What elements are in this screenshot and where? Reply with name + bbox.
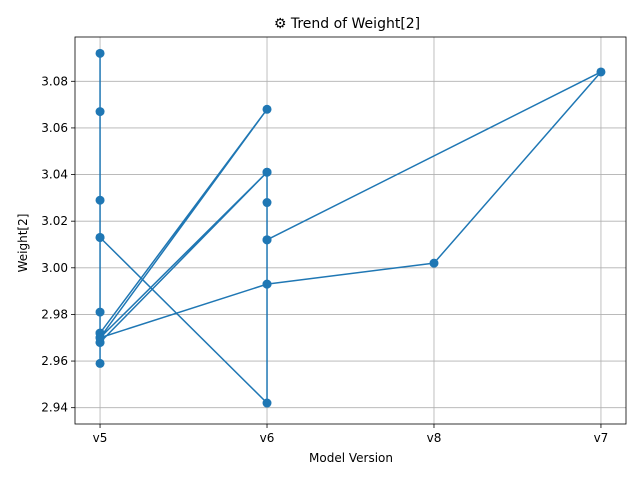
- y-tick-label: 2.98: [41, 307, 68, 321]
- y-tick-label: 2.96: [41, 354, 68, 368]
- x-tick-label: v8: [427, 431, 442, 445]
- x-tick-label: v7: [594, 431, 609, 445]
- plot-border: [74, 36, 627, 425]
- x-axis-label: Model Version: [309, 451, 393, 465]
- y-axis-label: Weight[2]: [16, 214, 30, 273]
- data-point: [95, 195, 105, 205]
- y-tick-label: 3.08: [41, 74, 68, 88]
- data-point: [95, 358, 105, 368]
- data-point: [429, 258, 439, 268]
- x-axis: v5 v6 v8 v7: [93, 424, 609, 445]
- plot-frame: [74, 36, 627, 425]
- y-tick-label: 2.94: [41, 401, 68, 415]
- chart-title: ⚙ Trend of Weight[2]: [274, 16, 420, 32]
- data-point: [95, 333, 105, 343]
- y-tick-label: 3.04: [41, 168, 68, 182]
- series-line: [99, 53, 602, 404]
- series-layer: [95, 48, 606, 408]
- data-point: [262, 398, 272, 408]
- y-tick-label: 3.00: [41, 261, 68, 275]
- data-point: [95, 232, 105, 242]
- grid: [75, 37, 626, 424]
- x-tick-label: v5: [93, 431, 108, 445]
- data-point: [596, 67, 606, 77]
- data-point: [95, 307, 105, 317]
- data-point: [262, 279, 272, 289]
- data-point: [95, 48, 105, 58]
- x-tick-label: v6: [260, 431, 275, 445]
- data-point: [262, 235, 272, 245]
- y-tick-label: 3.02: [41, 214, 68, 228]
- data-point: [262, 167, 272, 177]
- data-point: [262, 104, 272, 114]
- data-point: [262, 198, 272, 208]
- y-axis: 2.94 2.96 2.98 3.00 3.02 3.04 3.06 3.08: [41, 74, 75, 415]
- data-point: [95, 107, 105, 117]
- y-tick-label: 3.06: [41, 121, 68, 135]
